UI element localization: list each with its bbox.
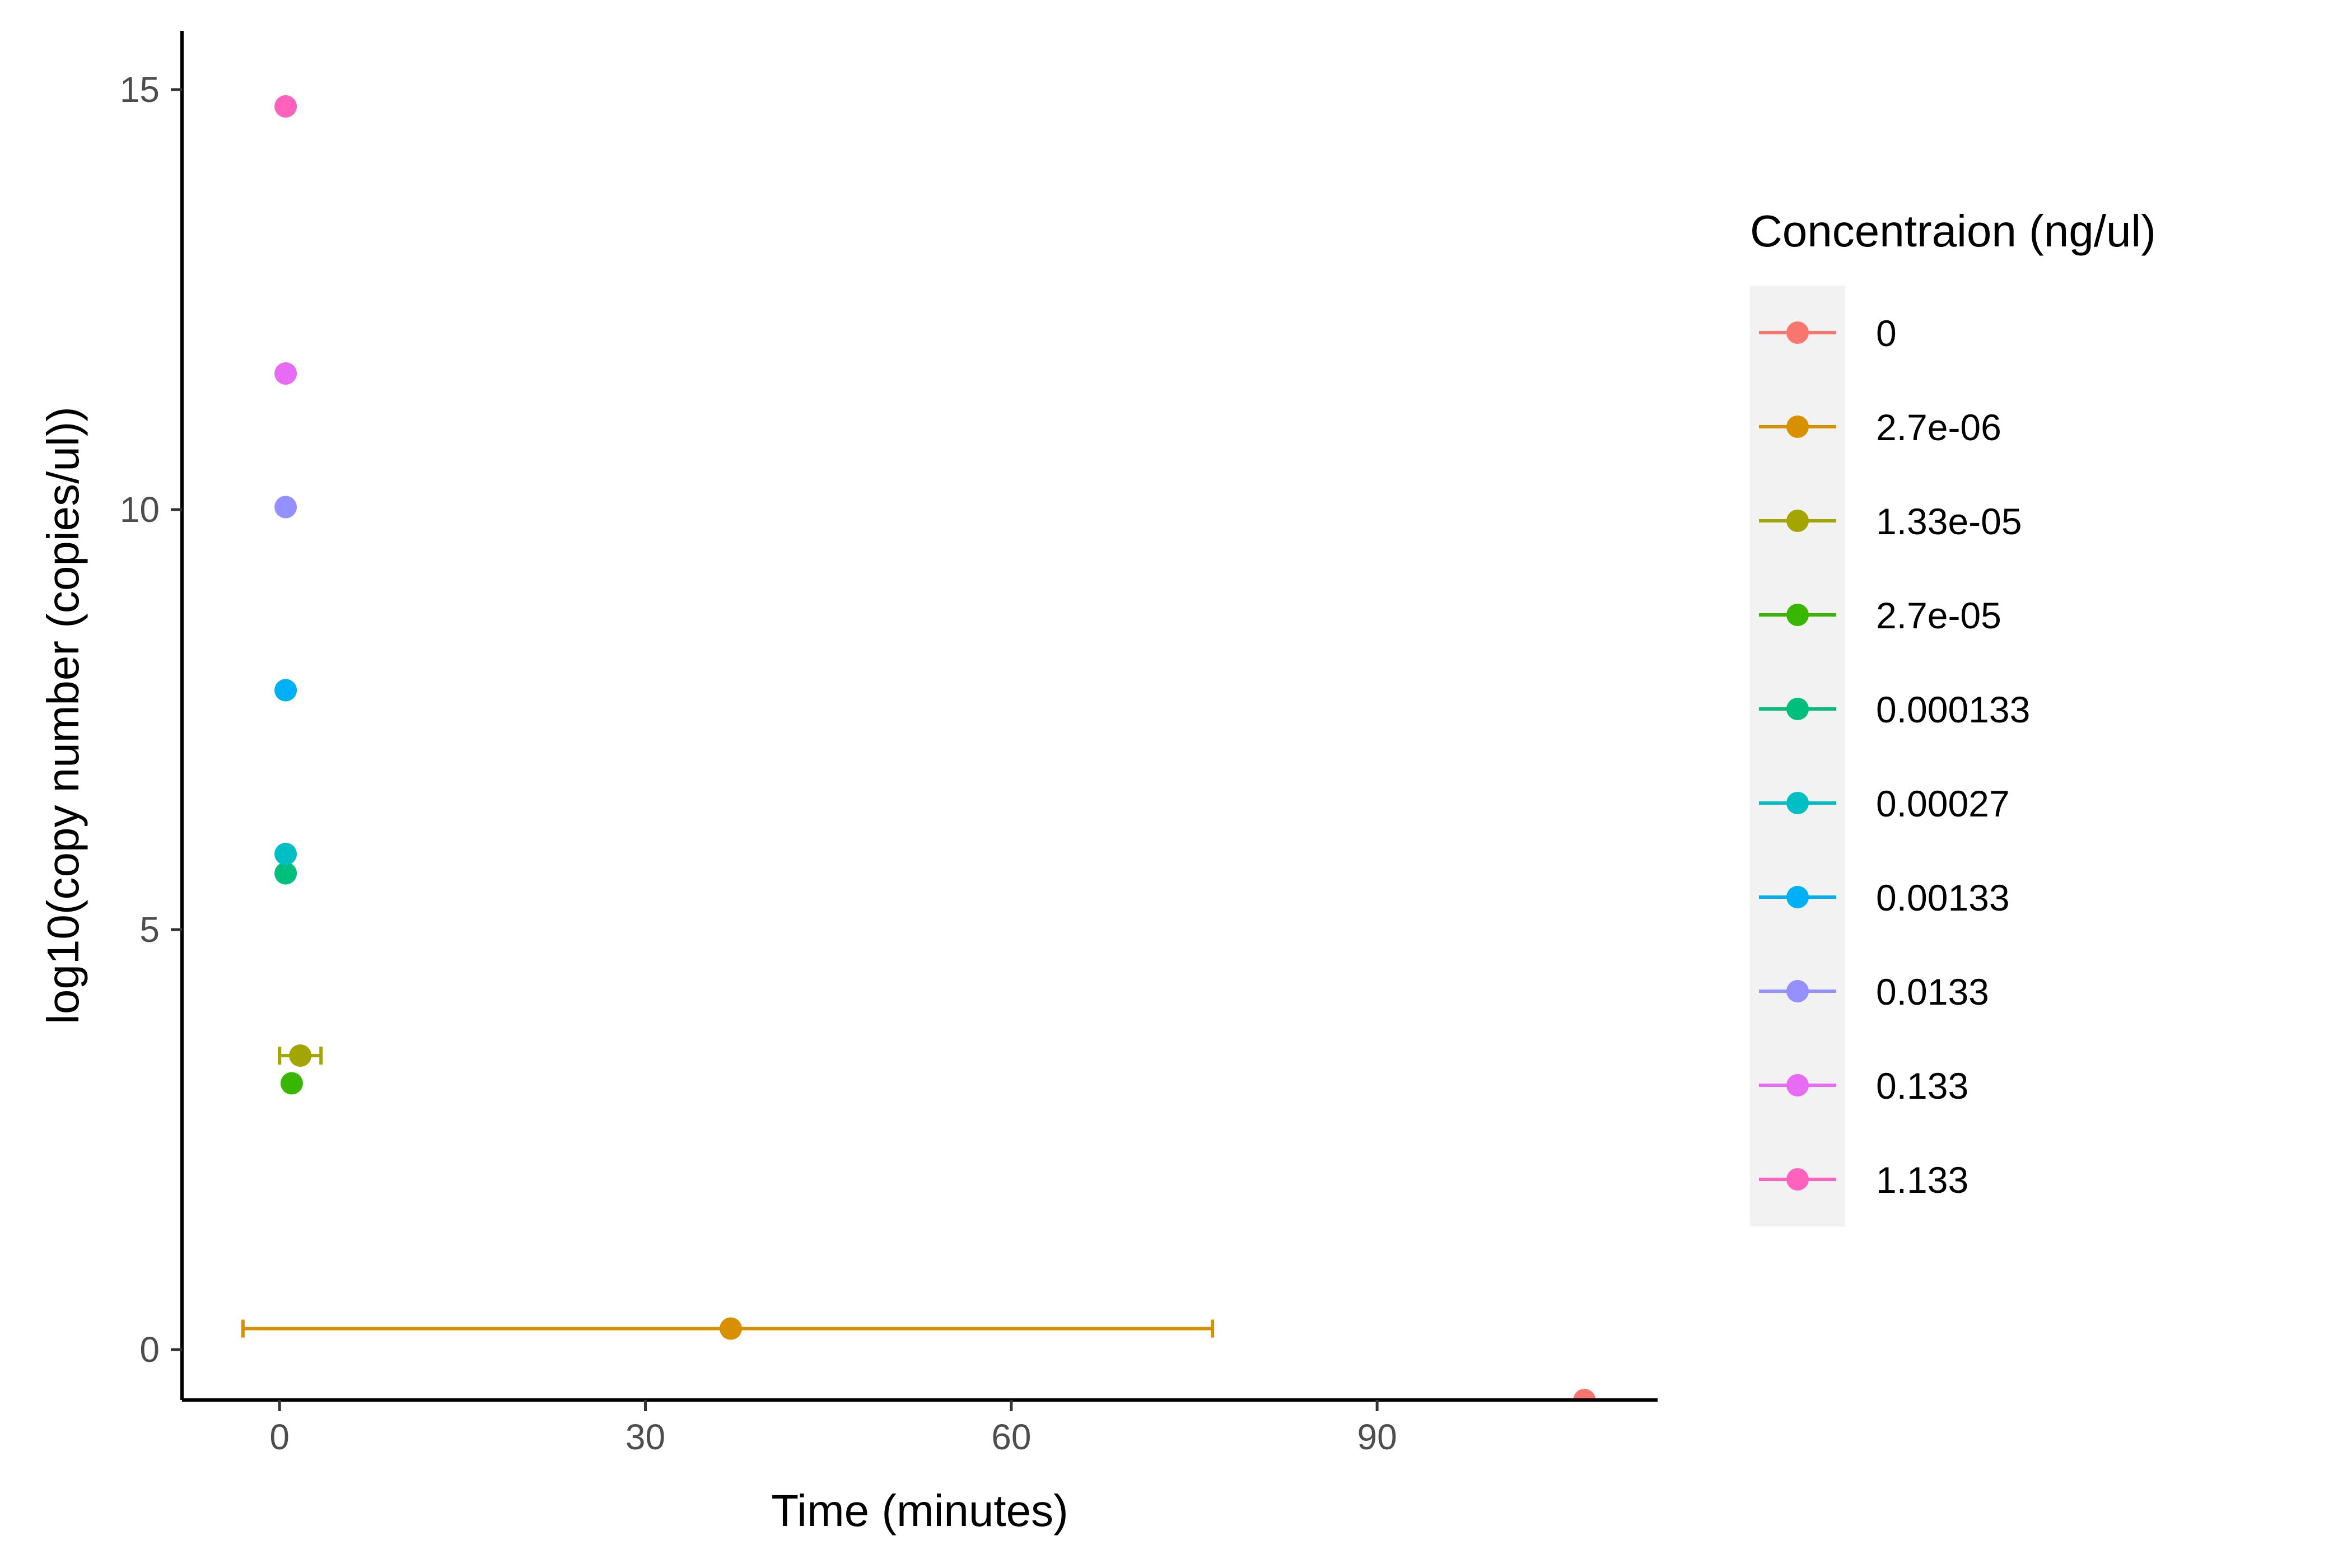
data-marks	[241, 95, 1596, 1400]
legend-key-background	[1750, 286, 1845, 1226]
y-tick-label: 15	[120, 69, 160, 110]
y-tick-label: 10	[120, 489, 160, 530]
data-point	[719, 1317, 742, 1340]
legend: Concentraion (ng/ul) 0 2.7e-06 1.33e-05 2.7…	[1750, 206, 2156, 1226]
legend-label: 2.7e-06	[1876, 407, 2001, 448]
data-point	[274, 362, 297, 385]
legend-key-point	[1786, 792, 1809, 814]
legend-label: 0	[1876, 312, 1897, 354]
legend-label: 0.00133	[1876, 877, 2010, 918]
legend-label: 0.00027	[1876, 783, 2010, 824]
legend-title: Concentraion (ng/ul)	[1750, 206, 2156, 256]
data-point	[274, 95, 297, 118]
data-point	[280, 1072, 303, 1095]
y-tick-label: 0	[139, 1329, 160, 1370]
data-point	[1573, 1389, 1596, 1400]
axes: Time (minutes) log10(copy number (copies…	[38, 31, 1658, 1536]
x-tick-label: 90	[1357, 1417, 1397, 1457]
legend-key-point	[1786, 698, 1809, 720]
legend-key-point	[1786, 416, 1809, 438]
legend-label: 1.133	[1876, 1159, 1968, 1201]
legend-key-point	[1786, 980, 1809, 1002]
legend-label: 2.7e-05	[1876, 595, 2001, 636]
legend-key-point	[1786, 510, 1809, 532]
data-point	[274, 496, 297, 519]
data-point	[274, 843, 297, 865]
legend-label: 0.133	[1876, 1065, 1968, 1107]
data-point	[289, 1044, 312, 1067]
data-point	[274, 862, 297, 885]
y-axis-title: log10(copy number (copies/ul))	[38, 407, 88, 1024]
x-tick-label: 0	[269, 1417, 290, 1457]
legend-key-point	[1786, 1168, 1809, 1191]
x-axis-title: Time (minutes)	[771, 1486, 1068, 1536]
legend-key-point	[1786, 886, 1809, 908]
legend-label: 0.000133	[1876, 689, 2030, 730]
data-point	[274, 679, 297, 702]
legend-key-point	[1786, 1074, 1809, 1096]
legend-label: 0.0133	[1876, 971, 1989, 1012]
x-tick-label: 60	[991, 1417, 1031, 1457]
legend-label: 1.33e-05	[1876, 501, 2022, 542]
plot-area	[241, 95, 1596, 1400]
y-tick-label: 5	[139, 909, 160, 950]
legend-key-point	[1786, 604, 1809, 626]
legend-key-point	[1786, 321, 1809, 344]
x-tick-label: 30	[626, 1417, 665, 1457]
